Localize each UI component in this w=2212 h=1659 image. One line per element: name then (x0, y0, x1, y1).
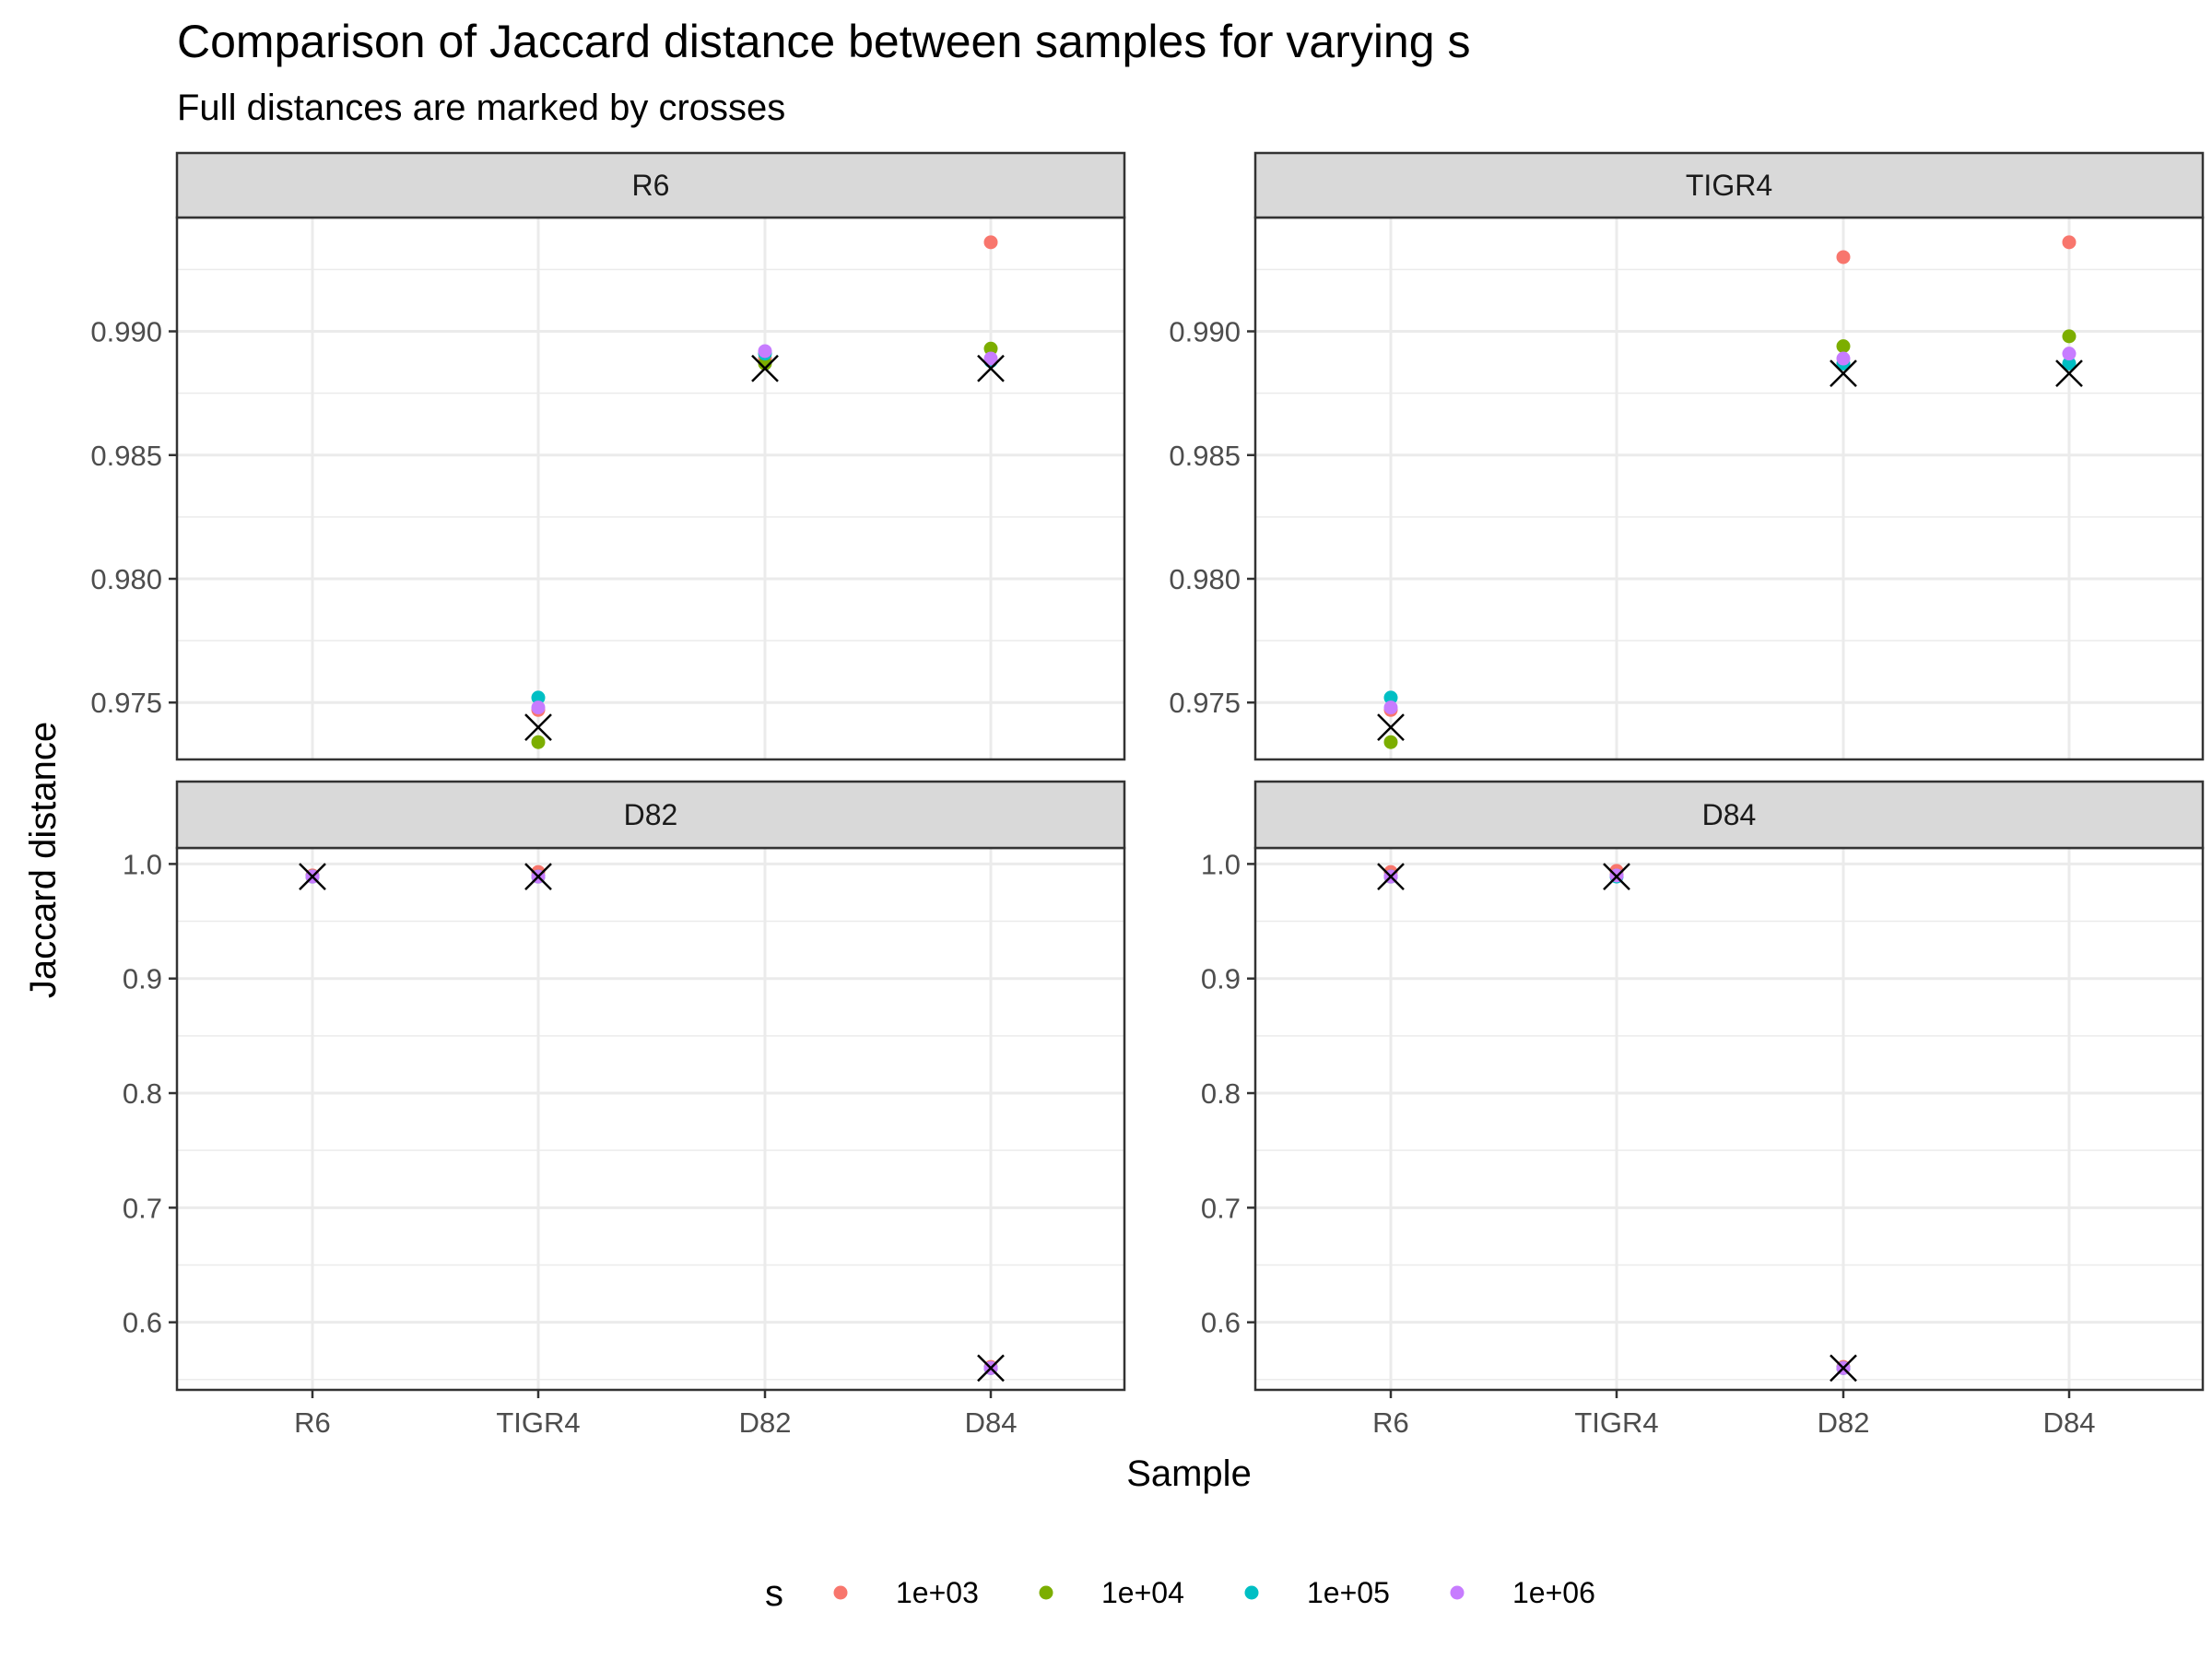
strip-background (1253, 780, 2205, 850)
data-point (531, 735, 546, 749)
y-tick-label: 0.9 (123, 963, 162, 995)
x-tick-label: R6 (1372, 1406, 1409, 1439)
full-distance-cross (524, 863, 552, 890)
data-point (983, 341, 998, 356)
y-tick-label: 0.975 (1169, 687, 1241, 719)
data-point (2062, 356, 2077, 371)
data-point (983, 351, 998, 366)
legend: s 1e+03 1e+04 1e+05 1e+06 (765, 1573, 1595, 1614)
legend-key (1244, 1585, 1259, 1600)
y-tick-label: 0.975 (90, 687, 162, 719)
data-point (758, 356, 772, 371)
data-point (1383, 690, 1398, 705)
y-tick-label: 1.0 (123, 848, 162, 880)
data-point (1383, 700, 1398, 715)
legend-label: 1e+03 (896, 1576, 979, 1609)
x-tick-label: D82 (1818, 1406, 1870, 1439)
legend-entry: 1e+04 (1039, 1576, 1184, 1609)
panel-background (177, 218, 1124, 759)
panel-background (1255, 218, 2203, 759)
y-tick-label: 0.990 (90, 316, 162, 348)
y-tick-label: 0.985 (90, 440, 162, 472)
facet-panels: R6 0.975 0.980 0.985 0.990 TIGR4 0.975 0.980 0.9… (90, 151, 2205, 1439)
full-distance-cross (751, 354, 779, 382)
y-tick-label: 0.980 (90, 563, 162, 595)
y-axis-title: Jaccard distance (23, 722, 64, 998)
y-tick-label: 0.7 (1201, 1192, 1241, 1224)
facet-panel: D82 0.6 0.7 0.8 0.9 1.0 R6 TIGR4 D82 D84 (123, 780, 1126, 1439)
x-tick-label: D82 (739, 1406, 792, 1439)
x-tick-label: R6 (294, 1406, 331, 1439)
data-point (1836, 250, 1851, 265)
data-point (758, 344, 772, 359)
y-tick-label: 0.7 (123, 1192, 162, 1224)
full-distance-cross (2055, 359, 2083, 388)
facet-panel: TIGR4 0.975 0.980 0.985 0.990 (1169, 151, 2205, 761)
x-tick-label: D84 (965, 1406, 1018, 1439)
legend-key (1039, 1585, 1053, 1600)
full-distance-cross (299, 863, 326, 890)
data-point (983, 235, 998, 250)
x-tick-label: TIGR4 (496, 1406, 580, 1439)
x-tick-label: TIGR4 (1574, 1406, 1658, 1439)
y-tick-label: 0.8 (1201, 1077, 1241, 1110)
legend-title: s (765, 1573, 783, 1614)
full-distance-cross (1377, 713, 1405, 741)
x-axis-title: Sample (1126, 1453, 1252, 1494)
legend-label: 1e+04 (1101, 1576, 1184, 1609)
strip-label: D84 (1702, 798, 1757, 831)
panel-background (1255, 848, 2203, 1390)
full-distance-cross (1377, 863, 1405, 890)
full-distance-cross (1830, 359, 1857, 388)
legend-key (1450, 1585, 1465, 1600)
y-tick-label: 0.9 (1201, 963, 1241, 995)
data-point (2062, 235, 2077, 250)
y-tick-label: 0.985 (1169, 440, 1241, 472)
full-distance-cross (1603, 863, 1630, 890)
y-tick-label: 1.0 (1201, 848, 1241, 880)
y-tick-label: 0.6 (1201, 1307, 1241, 1339)
full-distance-cross (977, 1354, 1005, 1382)
strip-background (175, 780, 1126, 850)
data-point (531, 700, 546, 715)
panel-background (177, 848, 1124, 1390)
strip-background (175, 151, 1126, 219)
facet-panel: R6 0.975 0.980 0.985 0.990 (90, 151, 1126, 761)
strip-label: D82 (624, 798, 678, 831)
legend-entry: 1e+05 (1244, 1576, 1390, 1609)
y-tick-label: 0.6 (123, 1307, 162, 1339)
legend-label: 1e+05 (1307, 1576, 1390, 1609)
chart-subtitle: Full distances are marked by crosses (177, 88, 785, 128)
full-distance-cross (1830, 1354, 1857, 1382)
legend-key (833, 1585, 848, 1600)
strip-label: R6 (632, 169, 670, 202)
legend-label: 1e+06 (1512, 1576, 1595, 1609)
y-tick-label: 0.990 (1169, 316, 1241, 348)
data-point (2062, 347, 2077, 361)
facet-panel: D84 0.6 0.7 0.8 0.9 1.0 R6 TIGR4 D82 D84 (1201, 780, 2205, 1439)
legend-entry: 1e+06 (1450, 1576, 1595, 1609)
x-tick-label: D84 (2043, 1406, 2096, 1439)
strip-label: TIGR4 (1686, 169, 1772, 202)
chart-title: Comparison of Jaccard distance between s… (177, 16, 1470, 67)
data-point (1836, 339, 1851, 354)
y-tick-label: 0.980 (1169, 563, 1241, 595)
full-distance-cross (524, 713, 552, 741)
data-point (2062, 329, 2077, 344)
strip-background (1253, 151, 2205, 219)
full-distance-cross (977, 354, 1005, 382)
data-point (531, 690, 546, 705)
data-point (1836, 351, 1851, 366)
data-point (1383, 735, 1398, 749)
legend-entry: 1e+03 (833, 1576, 979, 1609)
y-tick-label: 0.8 (123, 1077, 162, 1110)
